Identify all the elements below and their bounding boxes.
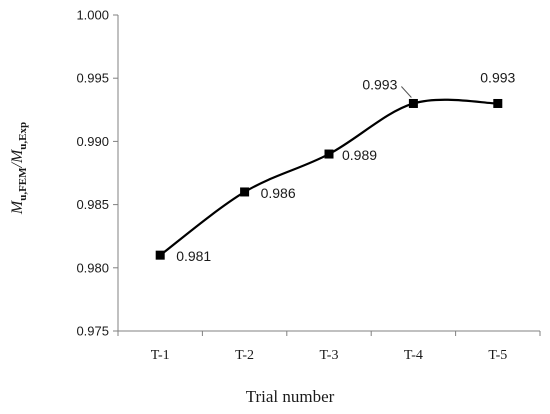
- x-tick-label: T-2: [235, 348, 254, 363]
- leader-line: [401, 86, 412, 98]
- data-point: [324, 149, 334, 159]
- x-tick-label: T-4: [404, 348, 423, 363]
- data-point: [240, 187, 250, 197]
- series-line: [159, 98, 498, 257]
- data-point: [493, 98, 503, 108]
- x-axis-label: Trial number: [246, 387, 335, 406]
- leader-lines: [401, 86, 412, 98]
- data-label: 0.993: [480, 69, 515, 85]
- x-tick-label: T-5: [488, 348, 507, 363]
- y-axis-label-sub2: u,Exp: [17, 122, 29, 150]
- y-tick-label: 0.985: [76, 197, 109, 212]
- y-tick-label: 0.990: [76, 134, 109, 149]
- axes: [113, 14, 541, 336]
- data-labels: 0.981 0.986 0.989 0.993 0.993: [176, 69, 515, 264]
- y-axis-label-m2: M: [9, 148, 26, 164]
- x-tick-label: T-3: [320, 348, 339, 363]
- x-tick-labels: T-1 T-2 T-3 T-4 T-5: [151, 348, 508, 363]
- data-label: 0.981: [176, 248, 211, 264]
- data-label: 0.986: [261, 185, 296, 201]
- y-tick-label: 1.000: [76, 8, 109, 23]
- y-axis-label-sub1: u,FEM: [17, 167, 29, 201]
- data-point: [155, 250, 165, 260]
- y-axis-label-slash: /: [9, 161, 26, 168]
- y-tick-label: 0.995: [76, 71, 109, 86]
- data-label: 0.993: [362, 76, 397, 92]
- data-label: 0.989: [342, 147, 377, 163]
- y-tick-label: 0.975: [76, 324, 109, 339]
- y-tick-labels: 0.975 0.980 0.985 0.990 0.995 1.000: [76, 8, 109, 339]
- x-tick-label: T-1: [151, 348, 170, 363]
- data-markers: [155, 98, 503, 260]
- y-axis-label-m1: M: [9, 199, 26, 215]
- y-tick-label: 0.980: [76, 260, 109, 275]
- data-point: [408, 98, 418, 108]
- y-axis-label: Mu,FEM/Mu,Exp: [9, 122, 29, 215]
